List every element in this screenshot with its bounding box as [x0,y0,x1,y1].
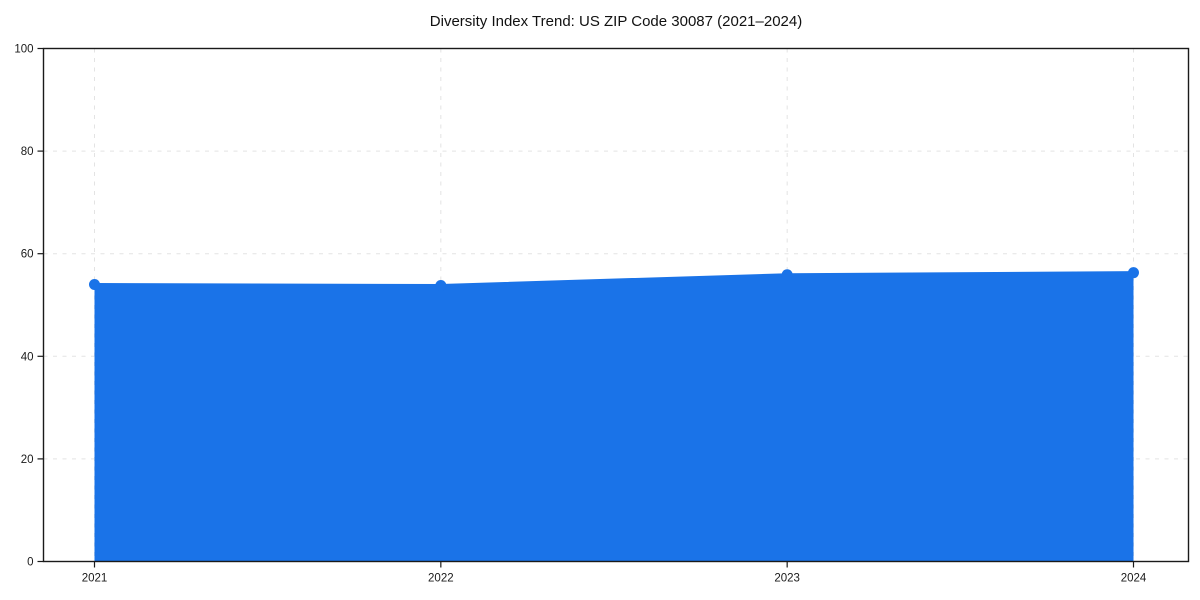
data-point-2023 [781,269,793,281]
y-axis-tick-label-80: 80 [21,146,34,158]
y-axis-tick-label-20: 20 [21,454,34,466]
x-axis-tick-label-2024: 2024 [1121,573,1147,585]
trend-line [93,271,1135,288]
data-point-2022 [435,280,447,292]
x-axis-tick-label-2021: 2021 [82,573,108,585]
x-axis-tick-label-2022: 2022 [428,573,454,585]
data-point-2021 [89,278,100,290]
data-point-2024 [1128,267,1139,279]
chart-title: Diversity Index Trend: US ZIP Code 30087… [429,13,803,30]
y-axis-tick-label-40: 40 [21,351,34,363]
plot-border [42,47,1190,563]
y-axis-tick-label-100: 100 [14,44,33,56]
area-fill [94,272,1134,562]
y-axis-tick-label-60: 60 [21,249,34,261]
x-axis-tick-label-2023: 2023 [774,573,800,585]
y-axis-tick-label-0: 0 [27,557,33,569]
